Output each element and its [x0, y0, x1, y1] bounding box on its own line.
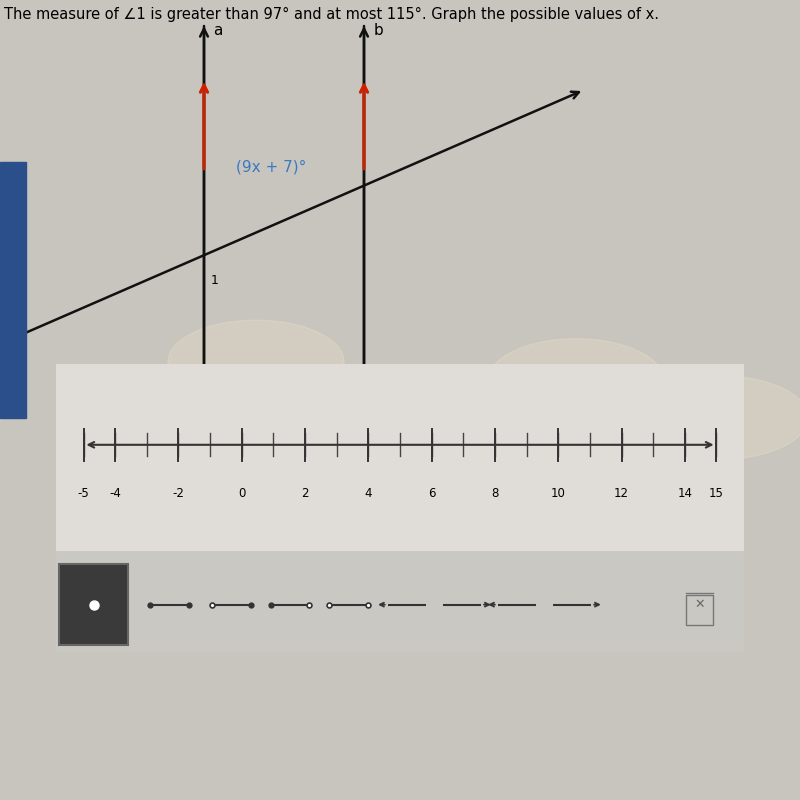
Text: -5: -5 [78, 486, 90, 499]
Text: 15: 15 [709, 486, 724, 499]
Text: -4: -4 [110, 486, 121, 499]
Bar [56, 551, 744, 652]
Ellipse shape [488, 338, 664, 422]
Ellipse shape [632, 376, 800, 459]
Text: b: b [374, 23, 383, 38]
Text: 0: 0 [238, 486, 246, 499]
Text: 6: 6 [428, 486, 435, 499]
Text: 4: 4 [365, 486, 372, 499]
FancyBboxPatch shape [59, 564, 128, 645]
FancyBboxPatch shape [42, 358, 758, 658]
Text: 14: 14 [678, 486, 692, 499]
Text: 1: 1 [210, 274, 218, 286]
Bar [0, 162, 26, 418]
Text: 8: 8 [491, 486, 498, 499]
Text: ✕: ✕ [694, 598, 705, 611]
Text: 12: 12 [614, 486, 629, 499]
Text: a: a [214, 23, 223, 38]
Text: 2: 2 [302, 486, 309, 499]
Text: -2: -2 [173, 486, 185, 499]
Text: 10: 10 [551, 486, 566, 499]
Ellipse shape [168, 320, 344, 404]
Text: (9x + 7)°: (9x + 7)° [236, 159, 306, 174]
Text: The measure of ∠1 is greater than 97° and at most 115°. Graph the possible value: The measure of ∠1 is greater than 97° an… [4, 7, 659, 22]
